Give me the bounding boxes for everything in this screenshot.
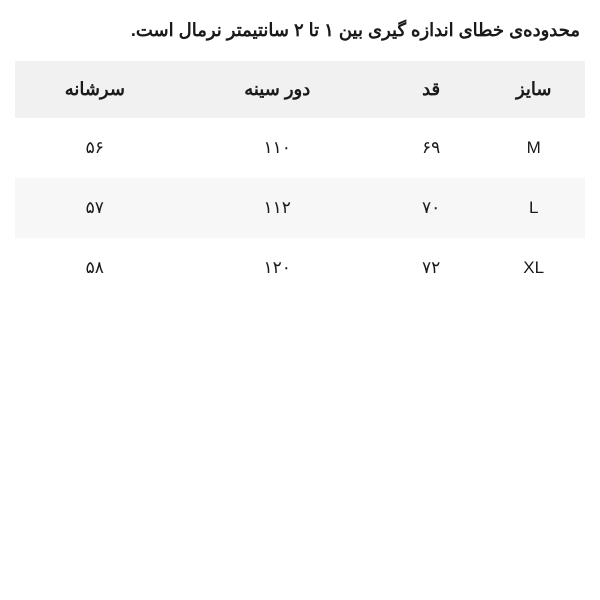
cell-shoulder: ۵۷ <box>15 178 175 238</box>
cell-height: ۶۹ <box>380 118 483 178</box>
cell-chest: ۱۲۰ <box>175 238 380 298</box>
col-header-size: سایز <box>482 61 585 118</box>
measurement-note: محدوده‌ی خطای اندازه گیری بین ۱ تا ۲ سان… <box>15 20 585 41</box>
size-table: سایز قد دور سینه سرشانه M ۶۹ ۱۱۰ ۵۶ L ۷۰… <box>15 61 585 298</box>
table-row: XL ۷۲ ۱۲۰ ۵۸ <box>15 238 585 298</box>
cell-shoulder: ۵۶ <box>15 118 175 178</box>
cell-size: M <box>482 118 585 178</box>
cell-shoulder: ۵۸ <box>15 238 175 298</box>
cell-height: ۷۰ <box>380 178 483 238</box>
table-header-row: سایز قد دور سینه سرشانه <box>15 61 585 118</box>
cell-chest: ۱۱۲ <box>175 178 380 238</box>
cell-size: XL <box>482 238 585 298</box>
col-header-height: قد <box>380 61 483 118</box>
col-header-shoulder: سرشانه <box>15 61 175 118</box>
cell-size: L <box>482 178 585 238</box>
col-header-chest: دور سینه <box>175 61 380 118</box>
table-row: L ۷۰ ۱۱۲ ۵۷ <box>15 178 585 238</box>
cell-chest: ۱۱۰ <box>175 118 380 178</box>
table-row: M ۶۹ ۱۱۰ ۵۶ <box>15 118 585 178</box>
cell-height: ۷۲ <box>380 238 483 298</box>
